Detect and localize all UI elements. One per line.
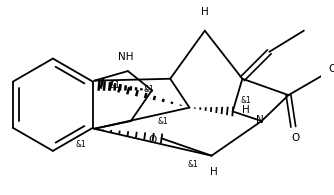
Text: &1: &1 [110,81,120,90]
Text: O: O [291,133,299,143]
Text: &1: &1 [240,96,251,105]
Text: O: O [328,64,334,74]
Text: &1: &1 [187,160,198,168]
Text: &1: &1 [143,85,154,95]
Text: NH: NH [118,52,134,62]
Text: H: H [210,167,217,177]
Text: &1: &1 [158,117,168,126]
Text: &1: &1 [76,140,87,149]
Text: H: H [201,7,209,17]
Text: H: H [242,105,250,114]
Text: O: O [149,135,157,145]
Text: N: N [256,115,264,125]
